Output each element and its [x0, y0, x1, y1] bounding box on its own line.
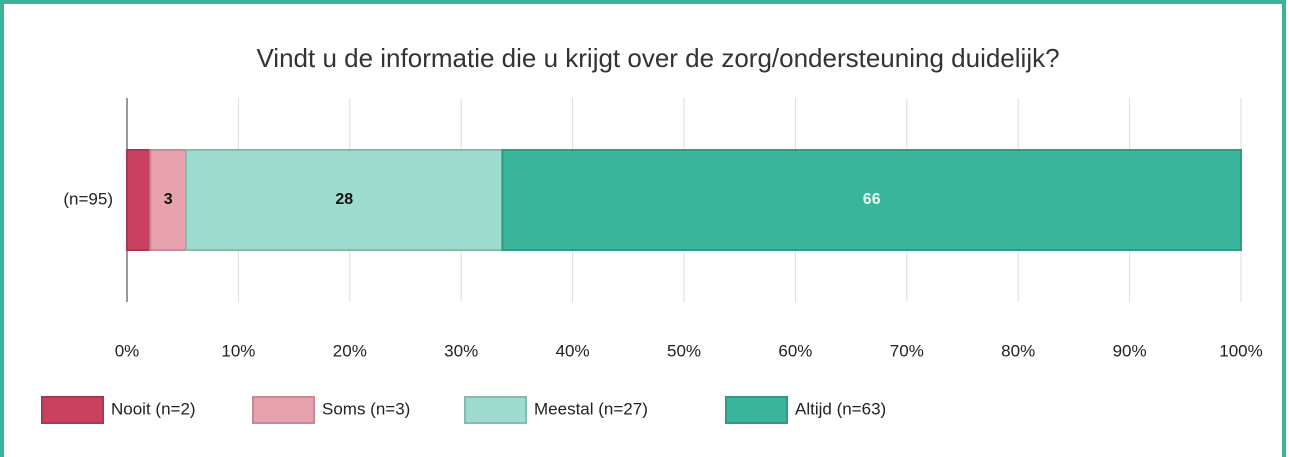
legend-label: Meestal (n=27)	[534, 399, 648, 418]
x-tick-label: 90%	[1113, 341, 1147, 360]
legend-swatch	[725, 396, 788, 424]
x-tick-label: 10%	[221, 341, 255, 360]
x-tick-label: 100%	[1219, 341, 1262, 360]
data-label: 66	[863, 191, 881, 208]
legend-label: Nooit (n=2)	[111, 399, 196, 418]
chart-title: Vindt u de informatie die u krijgt over …	[256, 43, 1059, 73]
bar-segment	[185, 149, 504, 251]
x-tick-label: 60%	[778, 341, 812, 360]
x-tick-label: 30%	[444, 341, 478, 360]
legend-label: Altijd (n=63)	[795, 399, 886, 418]
legend-label: Soms (n=3)	[322, 399, 410, 418]
x-tick-label: 70%	[890, 341, 924, 360]
x-tick-label: 40%	[556, 341, 590, 360]
bar-segment	[126, 149, 152, 251]
bar-segment	[149, 149, 188, 251]
y-tick-label: (n=95)	[63, 189, 113, 208]
data-label: 28	[335, 191, 353, 208]
x-tick-label: 20%	[333, 341, 367, 360]
data-label: 3	[164, 191, 173, 208]
legend-swatch	[252, 396, 315, 424]
x-tick-label: 80%	[1001, 341, 1035, 360]
bar-segment	[501, 149, 1242, 251]
x-tick-label: 0%	[115, 341, 140, 360]
legend-swatch	[464, 396, 527, 424]
legend-swatch	[41, 396, 104, 424]
x-tick-label: 50%	[667, 341, 701, 360]
